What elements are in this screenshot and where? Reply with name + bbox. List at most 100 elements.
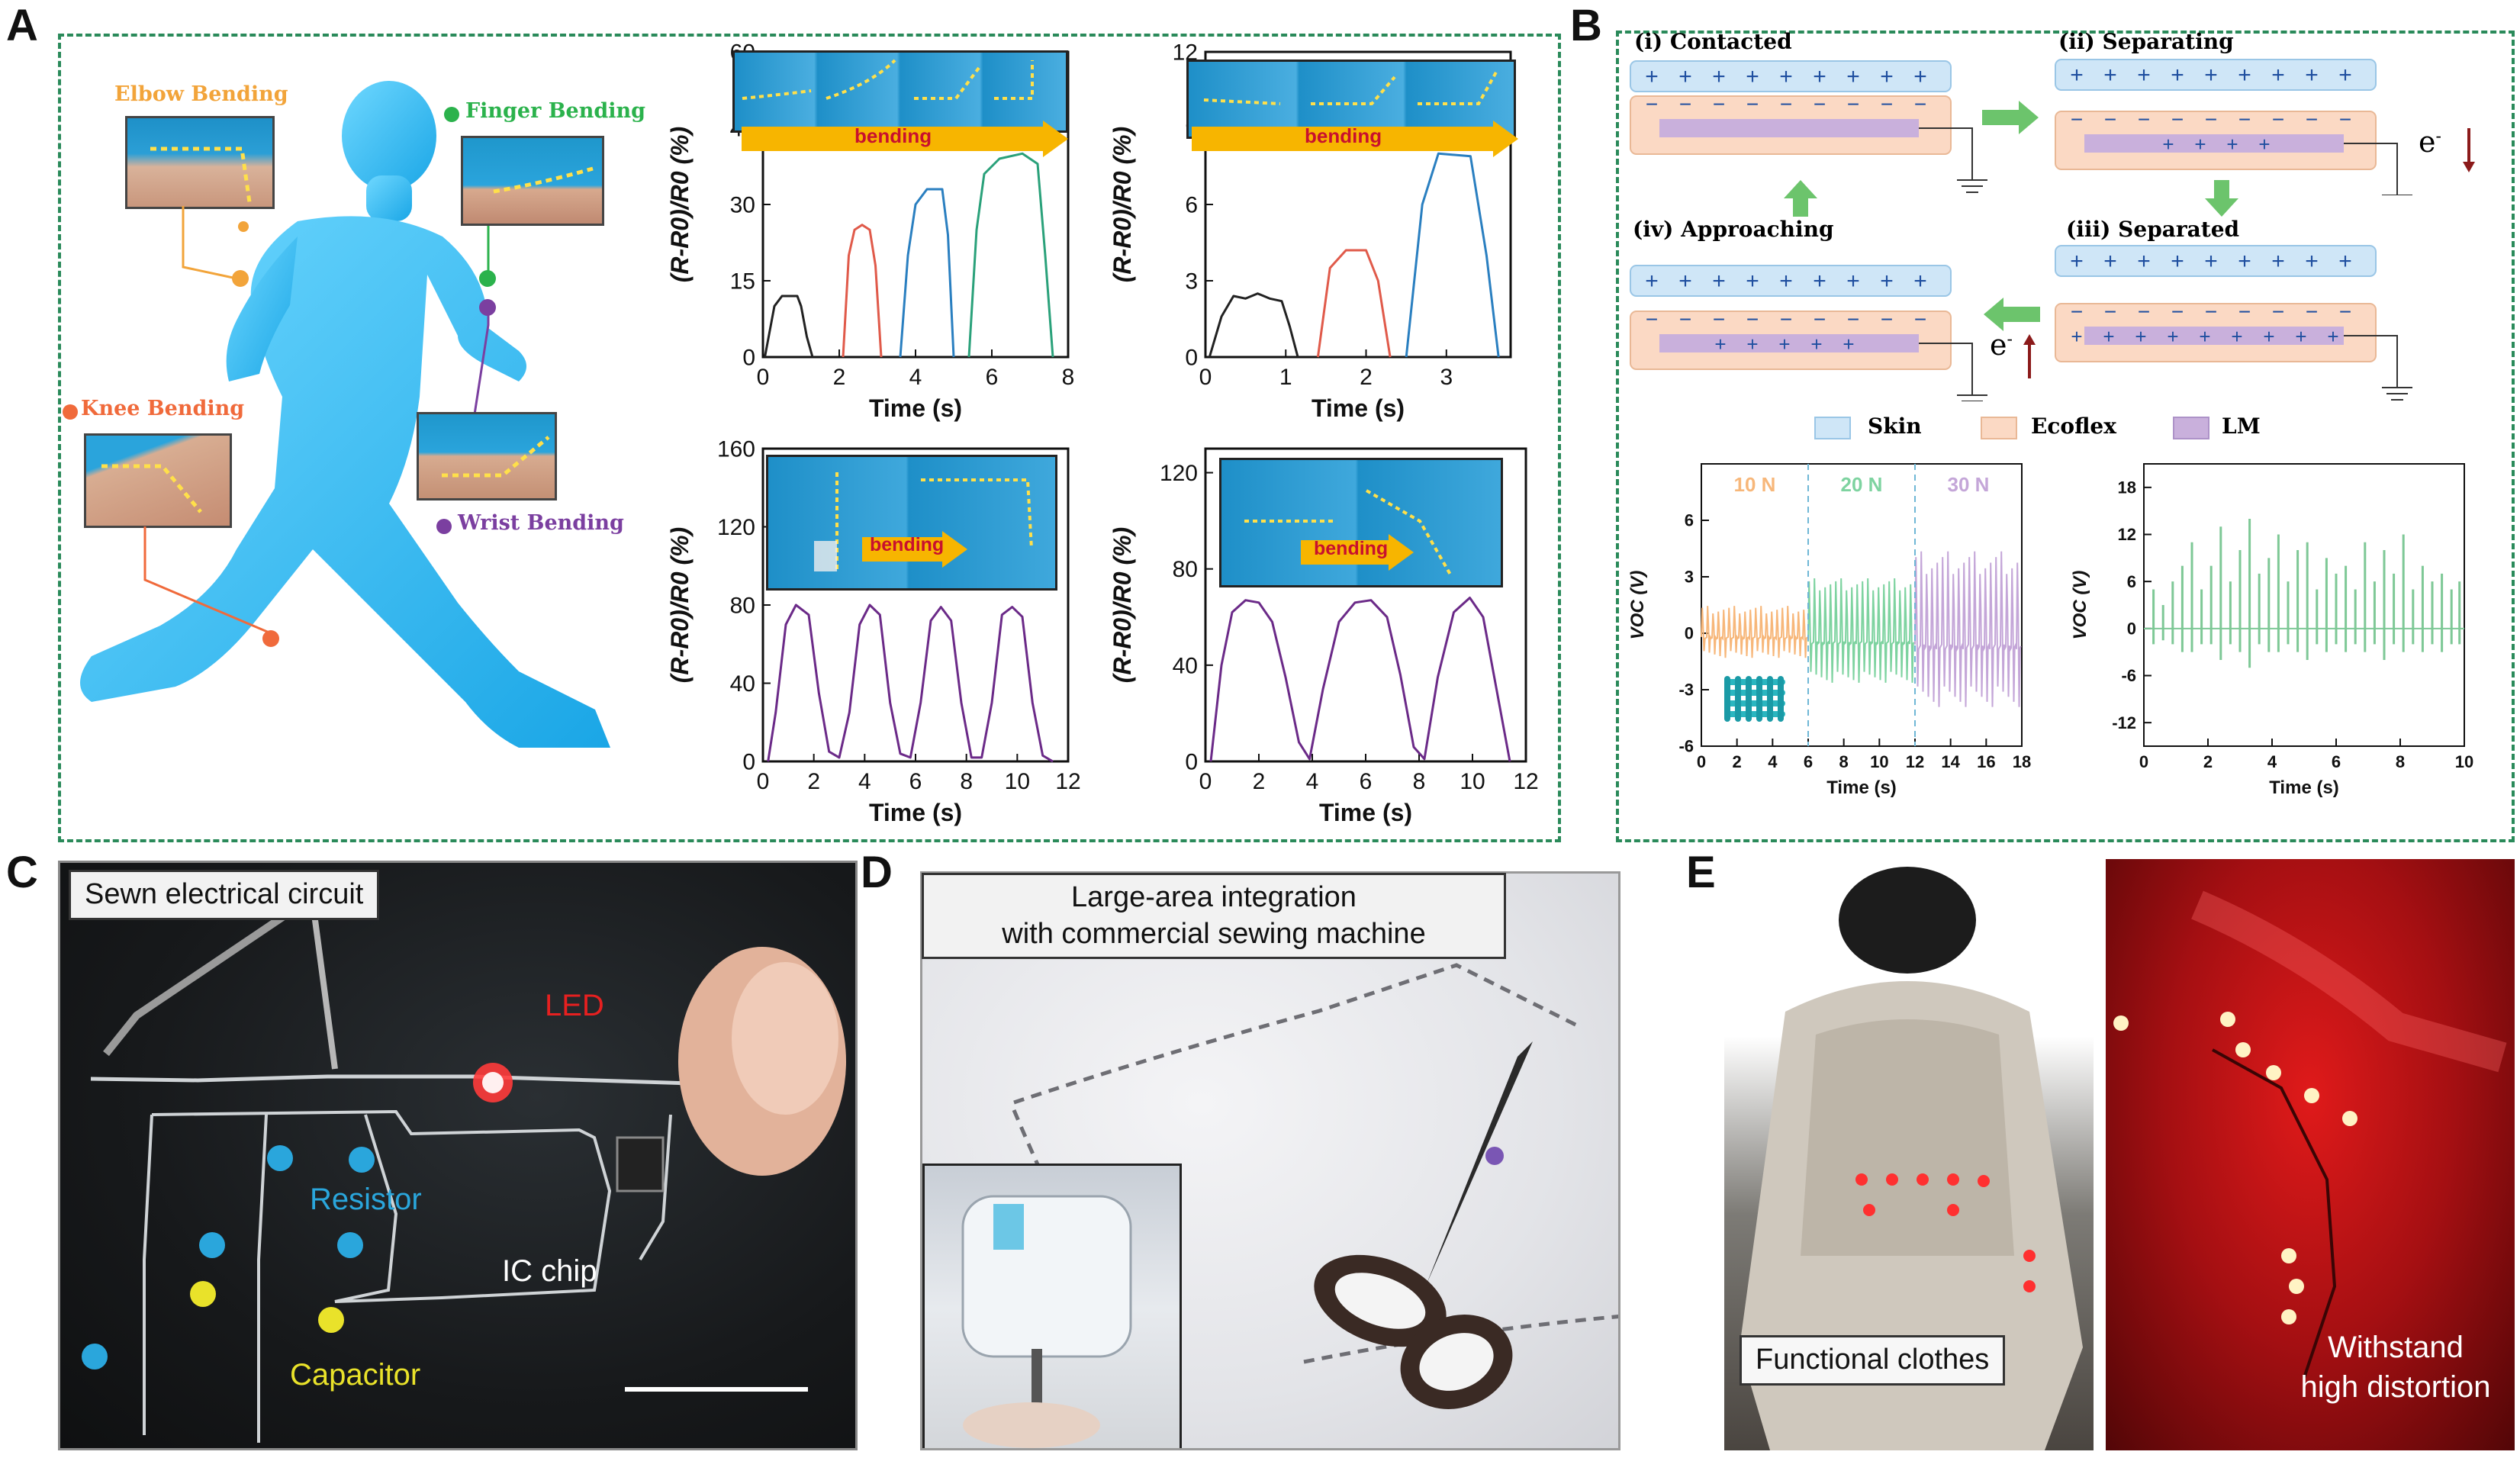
elbow-bending-label: Elbow Bending: [114, 82, 288, 106]
x-tick-label: 0: [1199, 365, 1212, 390]
elbow-marker: [232, 270, 249, 287]
finger-bending-photo-strip: [732, 50, 1068, 133]
y-tick-label: 120: [1160, 461, 1198, 486]
ecoflex-charge-minus: −: [2272, 300, 2284, 323]
panel-label-b: B: [1570, 1, 1602, 50]
ecoflex-charge-minus: −: [1646, 92, 1658, 116]
ground-wire: [2344, 143, 2398, 195]
x-axis-label: Time (s): [2269, 777, 2339, 798]
skin-charge-plus: +: [1779, 269, 1793, 294]
ecoflex-charge-minus: −: [1746, 92, 1759, 116]
elbow-marker-small: [238, 221, 249, 232]
finger-bending-arrow-label: bending: [854, 124, 932, 147]
x-tick-label: 10: [2455, 752, 2473, 771]
skin-charge-plus: +: [1712, 269, 1726, 294]
elbow-bending-photo-strip: [766, 455, 1057, 591]
skin-charge-plus: +: [1913, 64, 1927, 89]
skin-charge-plus: +: [1678, 64, 1692, 89]
skin-charge-plus: +: [2305, 63, 2319, 88]
skin-charge-plus: +: [2171, 63, 2184, 88]
x-tick-label: 4: [858, 769, 871, 794]
stage-iv-label: (iv) Approaching: [1633, 217, 1834, 242]
electron-flow-down-arrow: [2463, 128, 2475, 172]
x-tick-label: 12: [1055, 769, 1080, 794]
x-tick-label: 6: [2332, 752, 2341, 771]
ecoflex-charge-minus: −: [1713, 92, 1725, 116]
skin-charge-plus: +: [2305, 249, 2319, 274]
functional-clothes-tag: Functional clothes: [1740, 1335, 2006, 1386]
resistor-dot-5: [82, 1344, 108, 1369]
skin-charge-plus: +: [2070, 63, 2084, 88]
lm-layer: [2084, 134, 2344, 153]
x-tick-label: 0: [757, 769, 770, 794]
skin-charge-plus: +: [1779, 64, 1793, 89]
panel-b-frame: [1616, 31, 2515, 842]
y-tick-label: -6: [2121, 666, 2136, 685]
lm-layer: [1659, 334, 1919, 352]
panel-label-a: A: [6, 1, 38, 50]
x-tick-label: 6: [909, 769, 922, 794]
sewing-machine-photo: [920, 871, 1620, 1450]
y-tick-label: 3: [1185, 269, 1198, 294]
skin-charge-plus: +: [2103, 249, 2117, 274]
skin-charge-plus: +: [2204, 63, 2218, 88]
skin-charge-plus: +: [2238, 63, 2251, 88]
y-tick-label: 3: [1685, 568, 1694, 587]
x-tick-label: 0: [1697, 752, 1706, 771]
skin-layer: [1630, 60, 1952, 92]
legend-swatch-skin: [1814, 417, 1851, 439]
skin-charge-plus: +: [2204, 249, 2218, 274]
y-tick-label: 80: [1173, 557, 1198, 582]
stage-iii-schematic: + + + + + + + + +− − − − − − − − −+ + + + + + + + +: [2055, 245, 2412, 401]
textile-weft: [1724, 711, 1785, 717]
high-distortion-caption: Withstand high distortion: [2281, 1328, 2510, 1407]
x-tick-label: 4: [1768, 752, 1778, 771]
elbow-photo: [125, 116, 275, 209]
resistor-dot-2: [349, 1147, 375, 1173]
x-tick-label: 8: [1839, 752, 1849, 771]
skin-layer: [2055, 245, 2377, 277]
x-axis-label: Time (s): [869, 799, 962, 826]
x-tick-label: 10: [1460, 769, 1485, 794]
ecoflex-charge-minus: −: [1881, 307, 1893, 331]
skin-charge-plus: +: [2271, 63, 2285, 88]
ecoflex-charge-minus: −: [2171, 300, 2184, 323]
textile-warp: [1735, 676, 1741, 722]
y-tick-label: 6: [2127, 572, 2136, 591]
ecoflex-charge-minus: −: [2306, 108, 2318, 131]
series-line-1: [1316, 249, 1392, 358]
x-tick-label: 18: [2013, 752, 2031, 771]
voc-spikes-chart: 0 2 4 6 8 10 -12 -6 0 6 12 18 Time (s) VOC (V): [2070, 463, 2473, 798]
force-label-0: 10 N: [1734, 473, 1776, 496]
finger-photo: [461, 136, 604, 226]
ecoflex-charge-minus: −: [1814, 92, 1826, 116]
textile-weft: [1724, 679, 1785, 685]
capacitor-dot-2: [318, 1307, 344, 1333]
y-tick-label: 0: [2127, 620, 2136, 639]
ecoflex-charge-minus: −: [2205, 108, 2217, 131]
y-tick-label: 40: [1173, 653, 1198, 678]
skin-charge-plus: +: [2137, 249, 2151, 274]
lm-charge-plus: +: [2162, 133, 2174, 156]
ecoflex-charge-minus: −: [2339, 300, 2351, 323]
skin-charge-plus: +: [1880, 64, 1894, 89]
finger-leader-line: [471, 226, 490, 425]
y-tick-label: 30: [730, 193, 755, 218]
running-figure: [80, 81, 610, 748]
stage-iv-schematic: + + + + + + + + +− − − − − − − − −+ + + + +: [1630, 265, 1987, 401]
x-axis-label: Time (s): [1311, 394, 1405, 422]
skin-charge-plus: +: [2338, 249, 2352, 274]
y-tick-label: 160: [717, 437, 755, 462]
stage-iii-label: (iii) Separated: [2066, 217, 2240, 242]
legend-label-ecoflex: Ecoflex: [2031, 414, 2116, 439]
high-distortion-line2: high distortion: [2300, 1370, 2491, 1404]
x-tick-label: 4: [909, 365, 922, 390]
series-line-1: [842, 224, 883, 358]
ecoflex-charge-minus: −: [2238, 300, 2251, 323]
skin-charge-plus: +: [2137, 63, 2151, 88]
series-line-1: [1807, 578, 1915, 683]
ecoflex-charge-minus: −: [2071, 108, 2083, 131]
ecoflex-charge-minus: −: [2238, 108, 2251, 131]
x-tick-label: 1: [1279, 365, 1292, 390]
ecoflex-charge-minus: −: [1646, 307, 1658, 331]
